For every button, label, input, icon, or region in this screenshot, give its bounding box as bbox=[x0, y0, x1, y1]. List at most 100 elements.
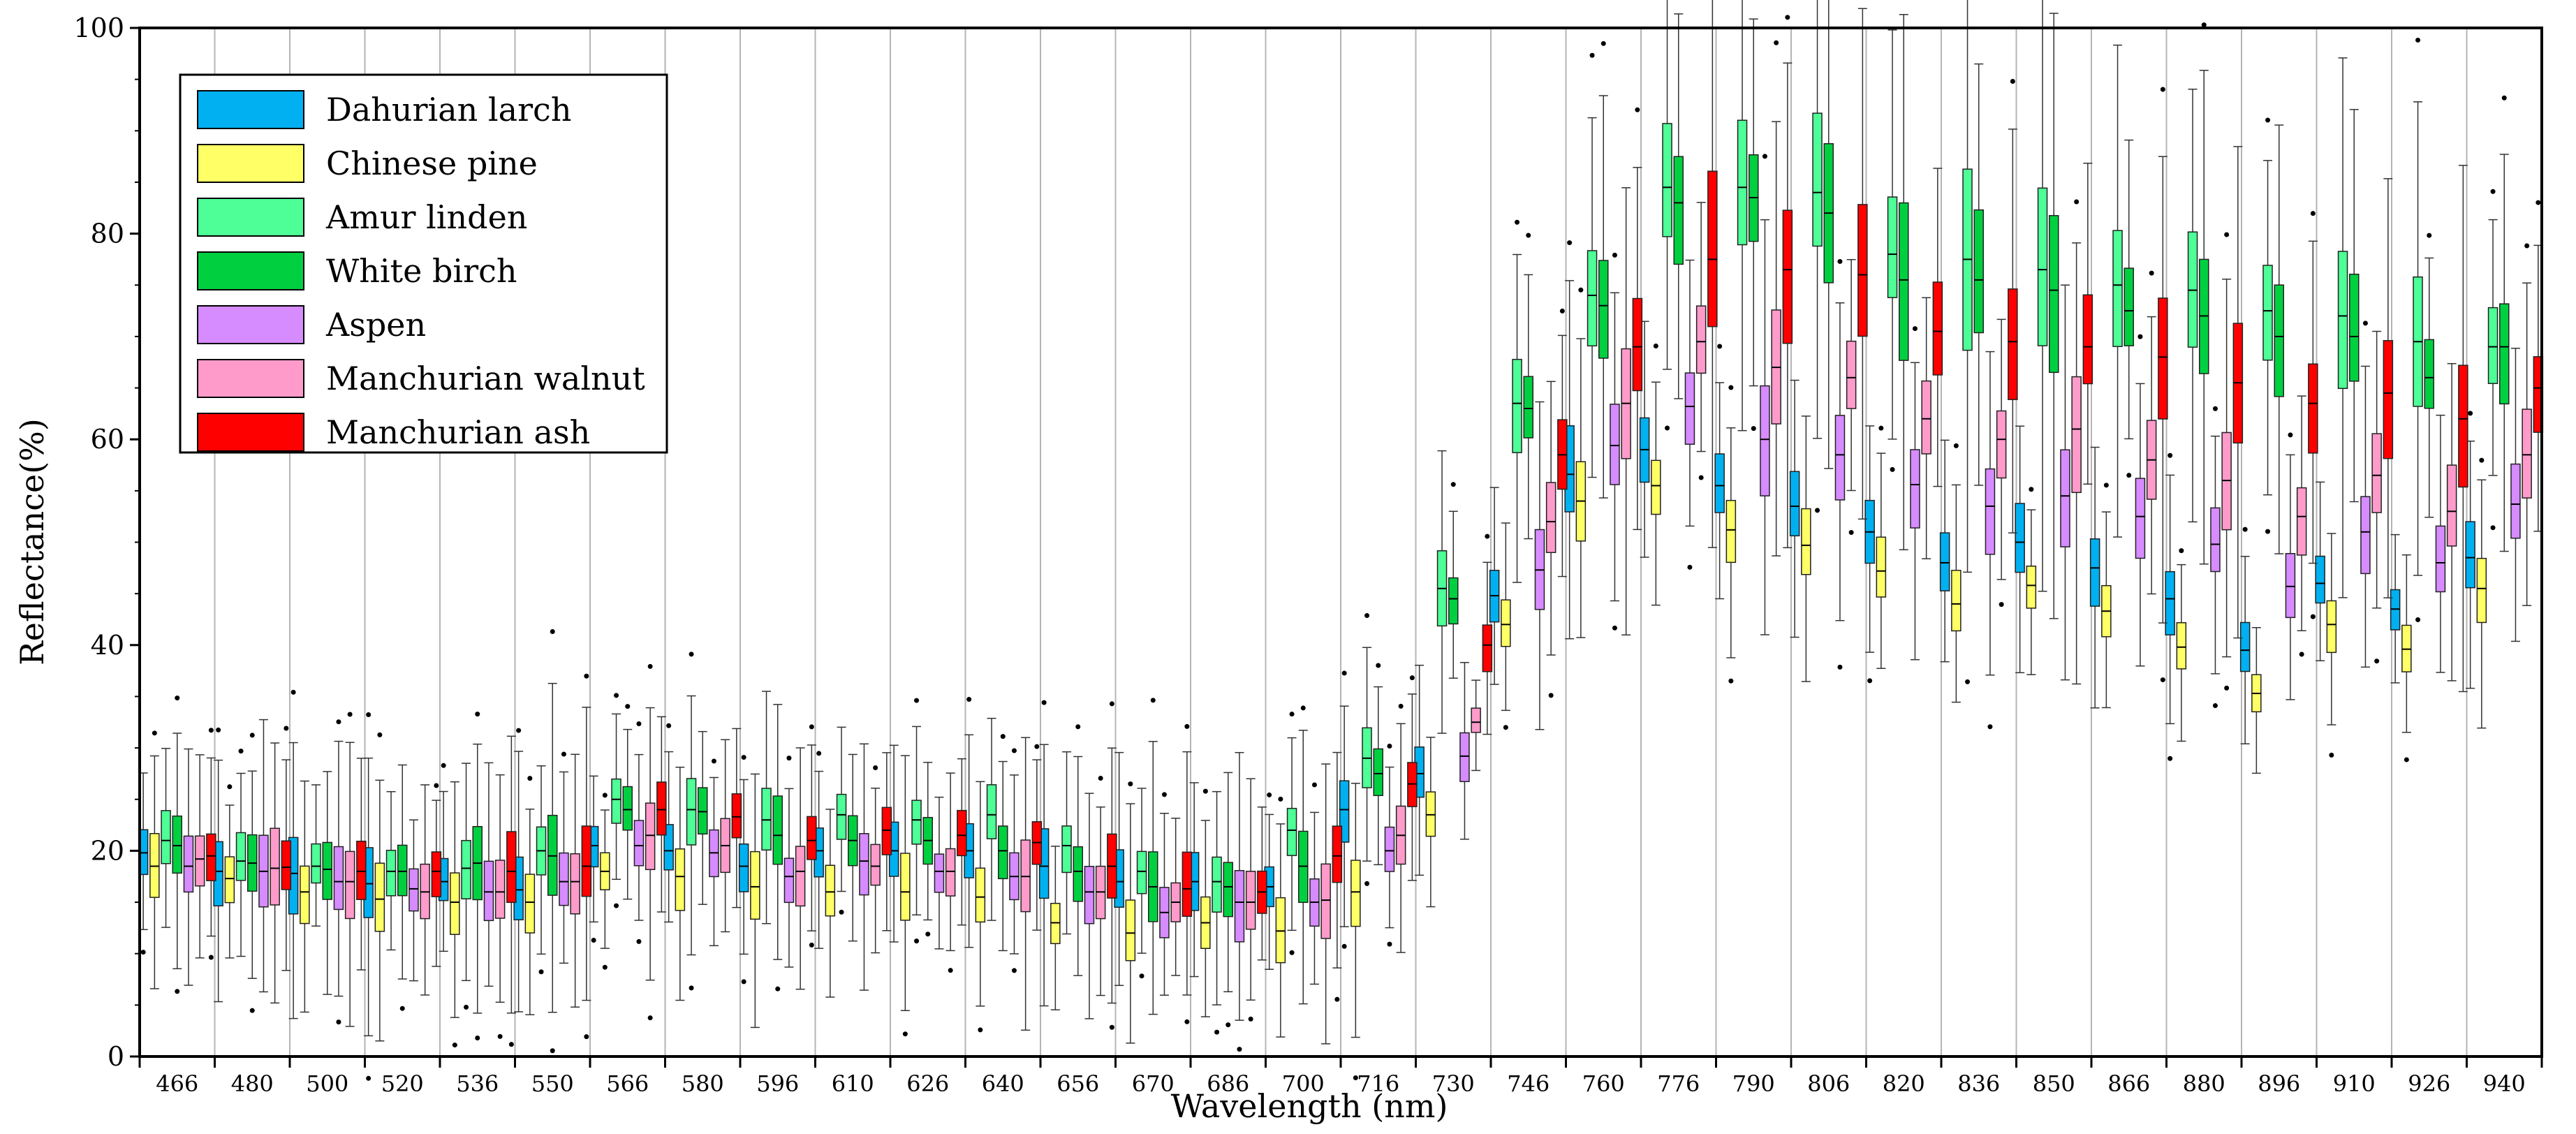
box-dahurian-larch-820 bbox=[1864, 425, 1875, 684]
box-aspen-610 bbox=[859, 743, 869, 991]
box-iqr bbox=[2082, 294, 2093, 385]
box-dahurian-larch-806 bbox=[1789, 379, 1800, 638]
box-aspen-806 bbox=[1834, 258, 1846, 670]
box-iqr bbox=[1846, 340, 1857, 409]
box-white-birch-566 bbox=[622, 704, 633, 900]
box-chinese-pine-850 bbox=[2026, 487, 2037, 675]
outlier-point bbox=[1953, 443, 1959, 448]
outlier-point bbox=[527, 776, 533, 781]
box-dahurian-larch-926 bbox=[2390, 533, 2401, 684]
box-aspen-626 bbox=[934, 796, 945, 950]
box-iqr bbox=[1332, 825, 1343, 883]
box-iqr bbox=[1125, 899, 1136, 962]
box-chinese-pine-836 bbox=[1951, 443, 1962, 703]
outlier-point bbox=[2160, 677, 2165, 683]
box-iqr bbox=[2510, 463, 2521, 539]
outlier-point bbox=[441, 763, 446, 768]
box-dahurian-larch-626 bbox=[888, 744, 899, 943]
box-chinese-pine-640 bbox=[975, 781, 986, 1033]
outlier-point bbox=[1515, 219, 1520, 225]
box-iqr bbox=[2176, 622, 2187, 670]
box-manchurian-walnut-760 bbox=[1621, 187, 1631, 636]
outlier-point bbox=[1128, 781, 1133, 787]
x-tick-label: 760 bbox=[1582, 1070, 1625, 1097]
outlier-point bbox=[625, 704, 631, 709]
box-manchurian-ash-820 bbox=[1932, 168, 1943, 487]
outlier-point bbox=[2126, 473, 2132, 478]
box-iqr bbox=[1084, 866, 1095, 925]
outlier-point bbox=[290, 689, 296, 695]
box-manchurian-ash-656 bbox=[1107, 701, 1117, 1030]
box-amur-linden-790 bbox=[1737, 0, 1748, 432]
outlier-point bbox=[2299, 651, 2304, 657]
outlier-point bbox=[966, 697, 972, 702]
box-iqr bbox=[356, 840, 367, 900]
outlier-point bbox=[227, 784, 233, 790]
box-iqr bbox=[1737, 119, 1748, 246]
box-manchurian-walnut-850 bbox=[2071, 199, 2082, 685]
box-amur-linden-466 bbox=[161, 748, 171, 928]
box-manchurian-walnut-836 bbox=[1996, 318, 2007, 608]
outlier-point bbox=[2212, 703, 2218, 709]
box-iqr bbox=[2326, 600, 2337, 654]
box-amur-linden-626 bbox=[911, 698, 922, 944]
y-tick-label: 0 bbox=[108, 1041, 124, 1072]
box-chinese-pine-596 bbox=[750, 773, 760, 1029]
box-iqr bbox=[2008, 288, 2018, 400]
outlier-point bbox=[175, 989, 180, 994]
y-tick-label: 20 bbox=[91, 835, 124, 866]
y-axis-title: Reflectance(%) bbox=[13, 418, 51, 665]
outlier-point bbox=[1890, 466, 1895, 472]
outlier-point bbox=[584, 673, 589, 679]
box-white-birch-820 bbox=[1899, 14, 1909, 551]
outlier-point bbox=[399, 1006, 405, 1011]
outlier-point bbox=[2524, 243, 2530, 249]
box-iqr bbox=[1223, 862, 1233, 918]
outlier-point bbox=[1202, 788, 1208, 794]
outlier-point bbox=[475, 712, 480, 717]
outlier-point bbox=[647, 663, 653, 669]
outlier-point bbox=[2501, 95, 2507, 101]
box-iqr bbox=[161, 810, 171, 864]
outlier-point bbox=[336, 1019, 341, 1025]
outlier-point bbox=[1548, 693, 1554, 698]
y-tick-label: 40 bbox=[91, 630, 124, 661]
box-amur-linden-500 bbox=[311, 784, 321, 927]
legend-swatch bbox=[197, 413, 304, 452]
x-tick-label: 776 bbox=[1657, 1070, 1700, 1097]
outlier-point bbox=[1600, 40, 1606, 46]
box-white-birch-940 bbox=[2499, 95, 2510, 552]
box-white-birch-836 bbox=[1973, 63, 1984, 486]
outlier-point bbox=[366, 712, 371, 717]
box-iqr bbox=[795, 846, 806, 907]
outlier-point bbox=[152, 730, 157, 736]
box-amur-linden-520 bbox=[385, 790, 397, 951]
box-amur-linden-580 bbox=[686, 651, 697, 991]
box-iqr bbox=[1545, 482, 1556, 553]
box-manchurian-walnut-896 bbox=[2296, 395, 2307, 657]
box-dahurian-larch-850 bbox=[2015, 425, 2025, 674]
outlier-point bbox=[2149, 270, 2154, 276]
box-iqr bbox=[333, 846, 344, 911]
outlier-point bbox=[1965, 679, 1971, 684]
box-iqr bbox=[1812, 112, 1823, 247]
box-white-birch-746 bbox=[1523, 233, 1533, 540]
box-manchurian-walnut-866 bbox=[2146, 270, 2157, 595]
box-iqr bbox=[1973, 209, 1984, 334]
outlier-point bbox=[2160, 87, 2165, 92]
outlier-point bbox=[1278, 796, 1283, 802]
box-manchurian-walnut-596 bbox=[795, 747, 806, 990]
outlier-point bbox=[666, 723, 672, 728]
box-iqr bbox=[1212, 856, 1222, 913]
box-iqr bbox=[870, 844, 881, 886]
box-iqr bbox=[1425, 791, 1436, 837]
outlier-point bbox=[1098, 776, 1103, 781]
outlier-point bbox=[948, 968, 953, 973]
box-iqr bbox=[1482, 624, 1493, 672]
box-white-birch-730 bbox=[1448, 482, 1459, 679]
outlier-point bbox=[902, 1031, 908, 1037]
box-iqr bbox=[2274, 284, 2284, 397]
box-amur-linden-700 bbox=[1286, 712, 1297, 955]
outlier-point bbox=[377, 732, 383, 737]
